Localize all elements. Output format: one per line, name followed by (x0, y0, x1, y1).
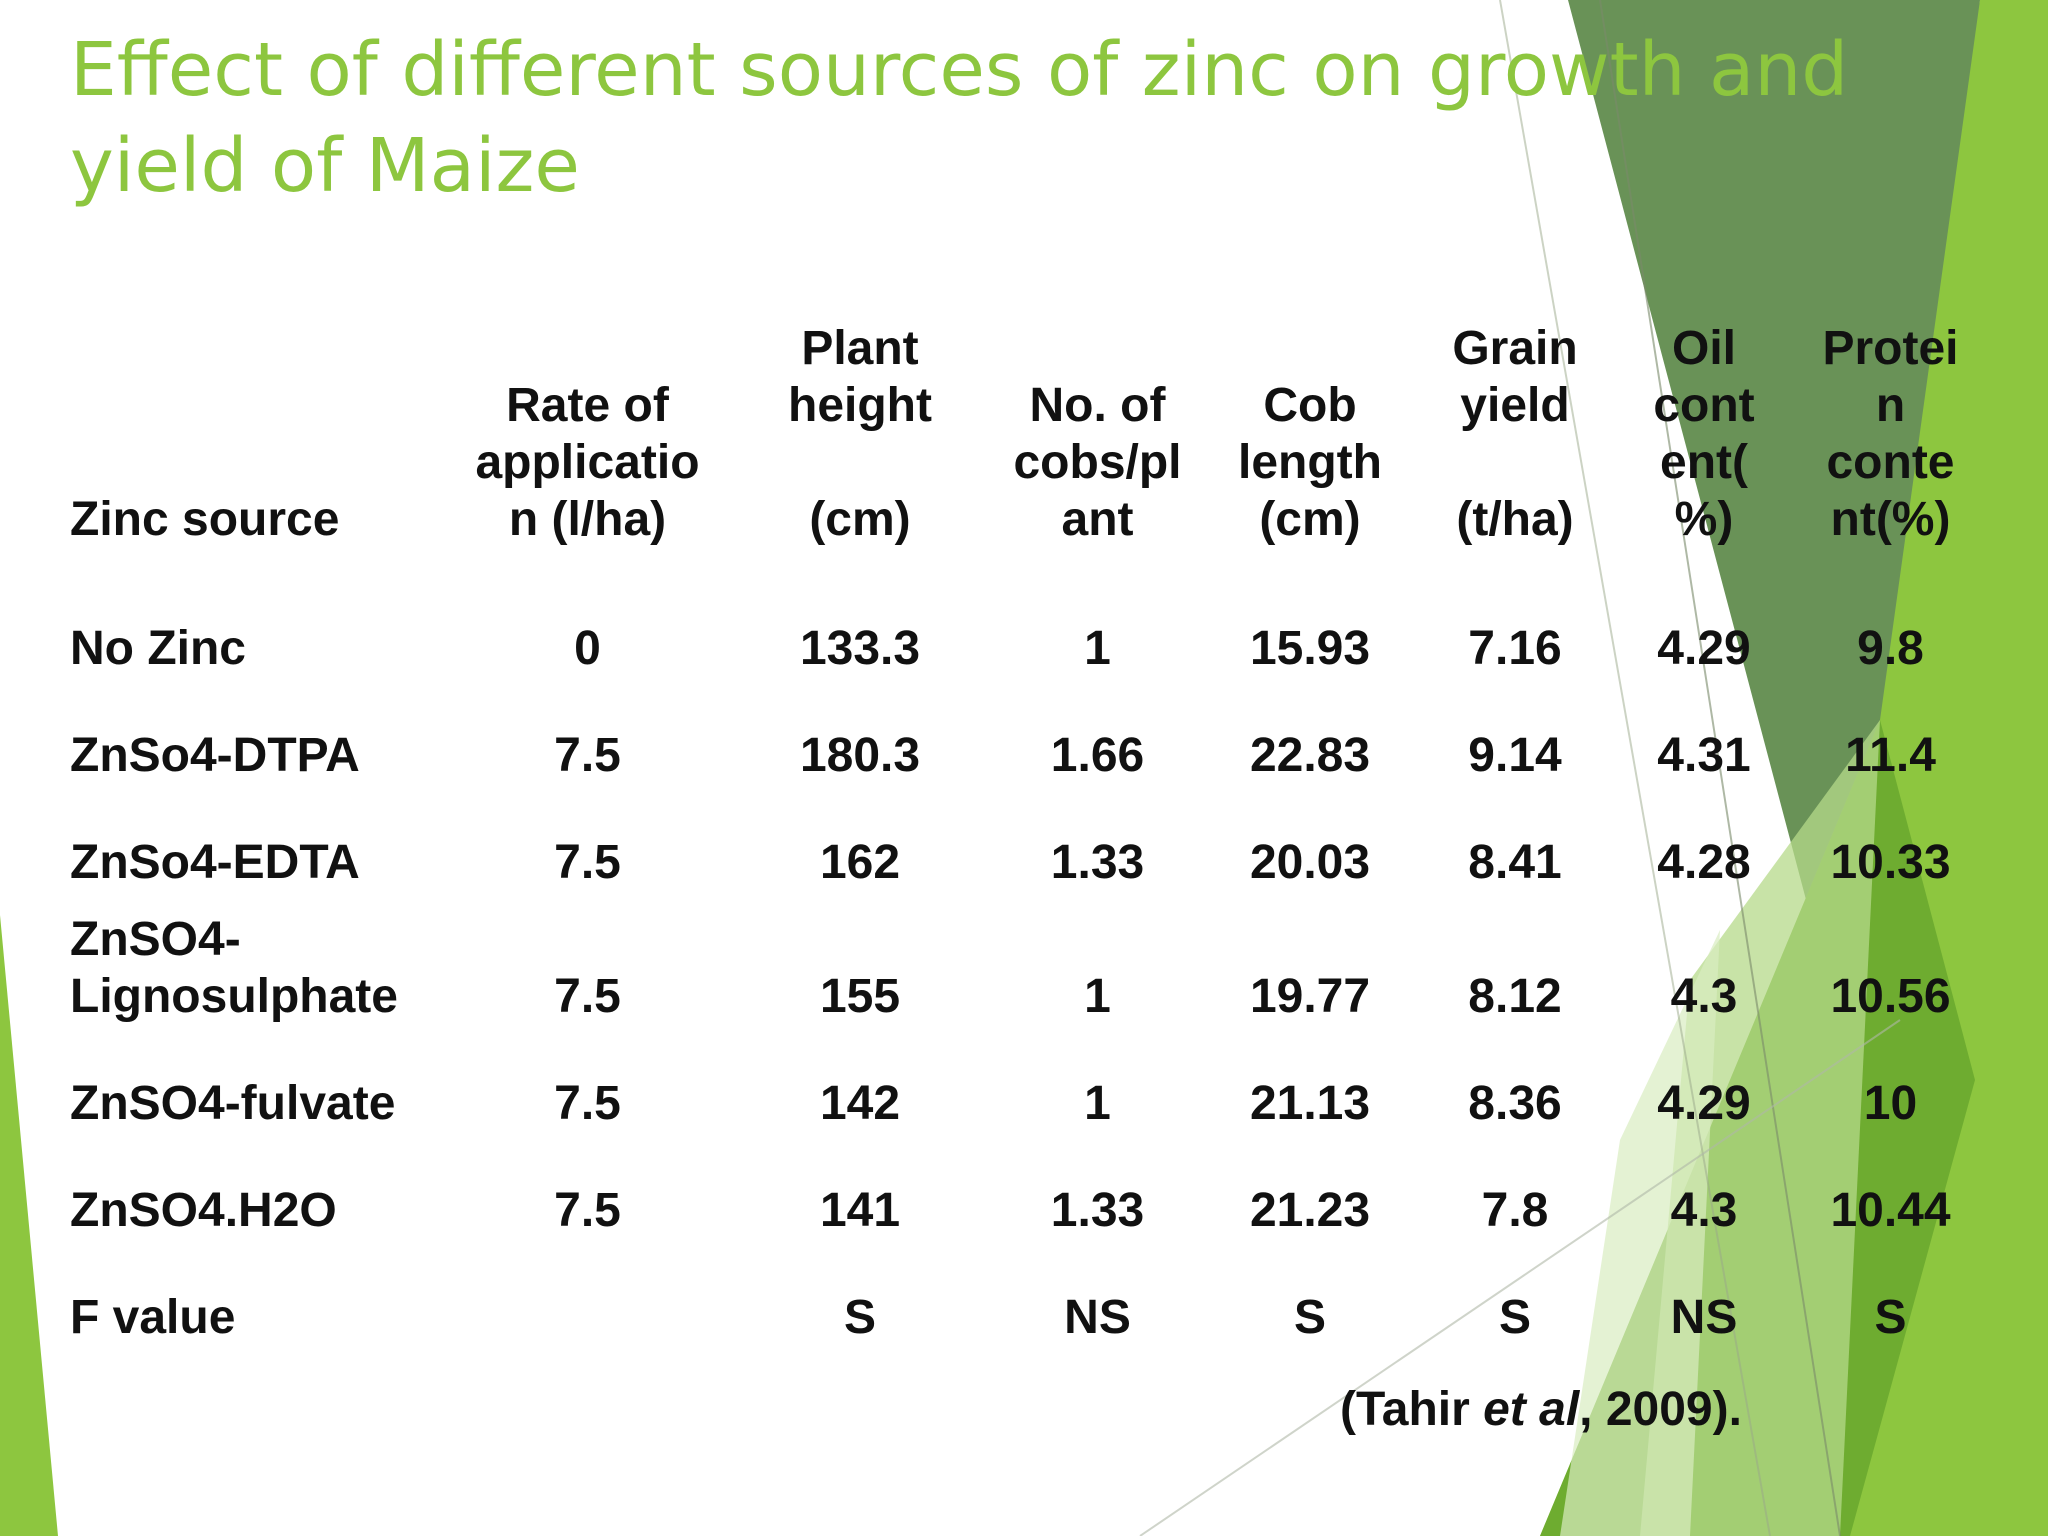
citation-et-al: et al (1483, 1383, 1580, 1436)
table-row: ZnSo4-DTPA 7.5 180.3 1.66 22.83 9.14 4.3… (70, 677, 1993, 784)
cell-oil-content: 4.31 (1657, 729, 1751, 782)
cell-zinc-source: ZnSo4-EDTA (70, 836, 360, 889)
cell-zinc-source: F value (70, 1291, 236, 1344)
cell-protein-content: 10 (1863, 1077, 1918, 1130)
zinc-maize-table: Zinc source Rate of applicatio n (l/ha) … (70, 320, 1993, 1346)
cell-cobs-per-plant: 1 (1084, 1077, 1111, 1130)
table-header-row: Zinc source Rate of applicatio n (l/ha) … (70, 320, 1993, 570)
thin-line-1 (1599, 0, 1841, 1536)
cell-grain-yield: 8.36 (1468, 1077, 1562, 1130)
cell-cobs-per-plant: 1.33 (1050, 836, 1145, 889)
cell-rate: 7.5 (554, 729, 621, 782)
cell-rate (440, 1239, 735, 1346)
header-plant-height: Plant height (cm) (788, 322, 932, 546)
cell-oil-content: 4.28 (1657, 836, 1751, 889)
cell-rate: 7.5 (554, 970, 621, 1023)
header-cob-length: Cob length (cm) (1238, 379, 1382, 546)
slide-title: Effect of different sources of zinc on g… (70, 22, 1870, 214)
cell-cob-length: 20.03 (1249, 836, 1371, 889)
table-row-f-value: F value S NS S S NS S (70, 1239, 1993, 1346)
cell-cobs-per-plant: 1 (1084, 622, 1111, 675)
header-grain-yield: Grain yield (t/ha) (1452, 322, 1578, 546)
cell-rate: 7.5 (554, 1077, 621, 1130)
citation-close: , 2009). (1579, 1383, 1742, 1436)
cell-rate: 7.5 (554, 836, 621, 889)
cell-plant-height: 162 (819, 836, 901, 889)
cell-cob-length: 15.93 (1249, 622, 1371, 675)
slide-title-line-2: yield of Maize (70, 123, 580, 209)
cell-protein-content: S (1874, 1291, 1907, 1344)
cell-plant-height: 155 (819, 970, 901, 1023)
very-pale-wedge (1560, 930, 1720, 1536)
cell-cob-length: 22.83 (1249, 729, 1371, 782)
cell-grain-yield: 8.12 (1468, 970, 1562, 1023)
left-green-sliver (0, 915, 58, 1536)
header-cobs-per-plant: No. of cobs/pl ant (1013, 379, 1182, 546)
header-protein-content: Protei n conte nt(%) (1822, 322, 1959, 546)
cell-protein-content: 10.33 (1830, 836, 1951, 889)
cell-grain-yield: 7.16 (1468, 622, 1562, 675)
cell-rate: 7.5 (554, 1184, 621, 1237)
cell-grain-yield: S (1498, 1291, 1531, 1344)
cell-cob-length: 19.77 (1249, 970, 1371, 1023)
cell-zinc-source: ZnSO4- Lignosulphate (70, 913, 398, 1023)
table-row: ZnSO4- Lignosulphate 7.5 155 1 19.77 8.1… (70, 891, 1993, 1025)
cell-oil-content: 4.29 (1657, 1077, 1751, 1130)
cell-oil-content: 4.3 (1670, 970, 1738, 1023)
table-row: ZnSO4-fulvate 7.5 142 1 21.13 8.36 4.29 … (70, 1025, 1993, 1132)
cell-cob-length: 21.23 (1249, 1184, 1371, 1237)
cell-cobs-per-plant: 1 (1084, 970, 1111, 1023)
cell-oil-content: 4.3 (1670, 1184, 1738, 1237)
cell-zinc-source: ZnSO4-fulvate (70, 1077, 396, 1130)
citation: (Tahir et al, 2009). (1340, 1382, 1742, 1437)
cell-zinc-source: ZnSo4-DTPA (70, 729, 360, 782)
data-table-container: Zinc source Rate of applicatio n (l/ha) … (70, 320, 1993, 1346)
cell-plant-height: S (843, 1291, 876, 1344)
thin-line-3 (1139, 1019, 1901, 1536)
cell-cobs-per-plant: 1.66 (1050, 729, 1145, 782)
cell-protein-content: 9.8 (1857, 622, 1924, 675)
cell-oil-content: NS (1670, 1291, 1738, 1344)
cell-plant-height: 133.3 (799, 622, 921, 675)
cell-grain-yield: 9.14 (1468, 729, 1562, 782)
cell-protein-content: 10.44 (1830, 1184, 1951, 1237)
cell-oil-content: 4.29 (1657, 622, 1751, 675)
table-row: No Zinc 0 133.3 1 15.93 7.16 4.29 9.8 (70, 570, 1993, 677)
cell-cob-length: S (1293, 1291, 1326, 1344)
cell-zinc-source: No Zinc (70, 622, 246, 675)
cell-grain-yield: 8.41 (1468, 836, 1562, 889)
citation-open: (Tahir (1340, 1383, 1484, 1436)
cell-zinc-source: ZnSO4.H2O (70, 1184, 337, 1237)
table-row: ZnSO4.H2O 7.5 141 1.33 21.23 7.8 4.3 10.… (70, 1132, 1993, 1239)
header-rate-of-application: Rate of applicatio n (l/ha) (475, 379, 700, 546)
cell-protein-content: 10.56 (1830, 970, 1951, 1023)
cell-protein-content: 11.4 (1845, 729, 1936, 782)
cell-cob-length: 21.13 (1249, 1077, 1371, 1130)
cell-plant-height: 141 (819, 1184, 901, 1237)
cell-grain-yield: 7.8 (1481, 1184, 1549, 1237)
cell-plant-height: 180.3 (799, 729, 921, 782)
header-zinc-source: Zinc source (70, 493, 340, 546)
cell-plant-height: 142 (819, 1077, 901, 1130)
header-oil-content: Oil cont ent( %) (1653, 322, 1755, 546)
slide-title-line-1: Effect of different sources of zinc on g… (70, 27, 1849, 113)
table-row: ZnSo4-EDTA 7.5 162 1.33 20.03 8.41 4.28 … (70, 784, 1993, 891)
thin-line-2 (1499, 0, 1771, 1536)
cell-cobs-per-plant: 1.33 (1050, 1184, 1145, 1237)
cell-cobs-per-plant: NS (1064, 1291, 1131, 1344)
cell-rate: 0 (574, 622, 601, 675)
